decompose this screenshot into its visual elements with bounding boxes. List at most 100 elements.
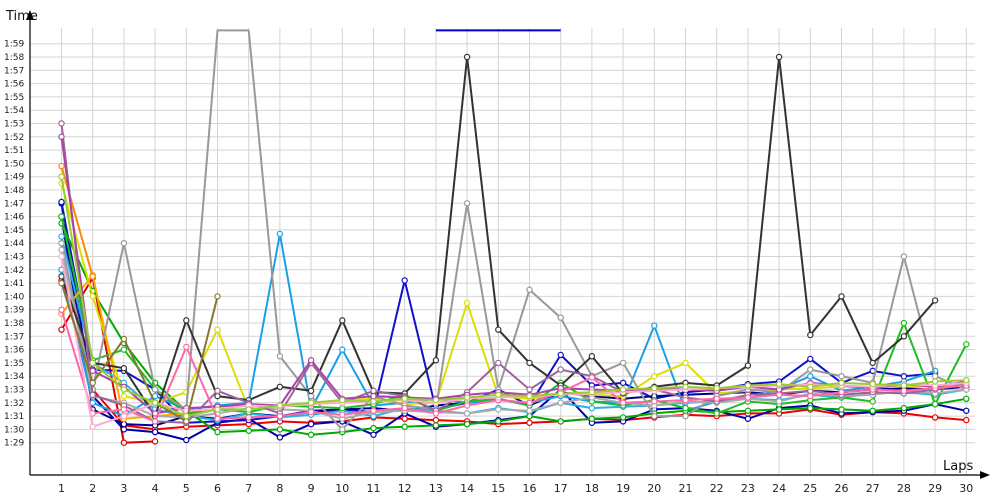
data-point	[120, 386, 128, 393]
data-point	[307, 431, 315, 438]
data-point	[89, 379, 96, 387]
data-point	[89, 367, 96, 375]
data-point	[495, 326, 502, 333]
data-point	[276, 402, 284, 409]
x-tick-label: 21	[679, 482, 693, 495]
y-tick-label: 1:57	[4, 66, 24, 76]
data-point	[713, 395, 720, 403]
data-point	[151, 399, 159, 406]
data-point	[869, 380, 876, 388]
data-point	[245, 406, 252, 413]
data-point	[276, 230, 284, 238]
data-point	[588, 404, 596, 412]
x-tick-label: 28	[897, 482, 911, 495]
data-point	[807, 383, 814, 391]
y-tick-label: 1:30	[4, 425, 24, 435]
data-point	[276, 426, 284, 433]
data-point	[838, 388, 845, 396]
data-point	[339, 404, 346, 412]
data-point	[401, 423, 408, 430]
data-point	[58, 306, 65, 313]
x-tick-label: 26	[835, 482, 849, 495]
data-point	[900, 382, 908, 389]
data-point	[526, 359, 533, 367]
data-point	[931, 414, 939, 421]
data-point	[276, 434, 284, 441]
data-point	[463, 53, 471, 61]
data-point	[931, 400, 939, 408]
data-point	[557, 418, 564, 425]
data-point	[245, 427, 252, 434]
series-line	[60, 282, 219, 423]
data-point	[58, 133, 65, 140]
series-line	[60, 309, 967, 423]
data-point	[526, 286, 533, 293]
y-tick-label: 1:33	[4, 386, 24, 396]
y-axis-arrow	[26, 10, 34, 20]
data-point	[120, 439, 128, 446]
data-point	[463, 299, 471, 307]
data-point	[276, 353, 284, 360]
data-point	[183, 412, 190, 420]
series-11	[58, 162, 96, 280]
y-tick-label: 1:35	[4, 359, 24, 369]
data-point	[900, 319, 908, 327]
data-point	[120, 426, 128, 433]
y-tick-label: 1:50	[4, 159, 24, 169]
y-tick-label: 1:59	[4, 40, 24, 50]
data-point	[370, 387, 377, 395]
data-point	[370, 398, 377, 405]
x-tick-label: 22	[710, 482, 724, 495]
data-point	[339, 426, 346, 433]
data-point	[401, 404, 408, 412]
data-point	[557, 390, 564, 397]
data-point	[151, 386, 159, 393]
data-point	[339, 317, 346, 324]
data-point	[120, 365, 128, 372]
x-tick-label: 9	[308, 482, 315, 495]
y-tick-label: 1:58	[4, 53, 24, 63]
data-point	[651, 384, 658, 392]
data-point	[214, 406, 221, 413]
data-point	[307, 408, 315, 416]
data-point	[963, 376, 970, 384]
data-point	[183, 343, 190, 351]
data-point	[807, 373, 814, 380]
data-point	[370, 407, 377, 414]
data-point	[58, 213, 65, 220]
x-tick-label: 20	[647, 482, 661, 495]
x-tick-label: 10	[335, 482, 349, 495]
data-point	[526, 412, 533, 420]
x-tick-label: 4	[152, 482, 159, 495]
x-tick-label: 19	[616, 482, 630, 495]
data-point	[463, 420, 471, 428]
data-point	[89, 423, 96, 430]
data-point	[495, 418, 502, 425]
data-point	[588, 388, 596, 396]
data-point	[495, 406, 502, 413]
data-point	[651, 412, 658, 420]
data-point	[807, 404, 814, 412]
y-tick-label: 1:32	[4, 399, 24, 409]
data-point	[339, 346, 346, 353]
data-point	[120, 406, 128, 413]
data-point	[744, 394, 752, 401]
data-point	[931, 373, 939, 380]
y-tick-label: 1:52	[4, 133, 24, 143]
data-point	[557, 314, 564, 321]
data-point	[526, 392, 533, 400]
data-point	[775, 398, 783, 405]
x-tick-label: 12	[398, 482, 412, 495]
y-tick-label: 1:43	[4, 253, 24, 263]
data-point	[307, 357, 315, 364]
data-point	[58, 246, 65, 254]
data-point	[120, 392, 128, 400]
data-point	[775, 53, 783, 61]
data-point	[463, 200, 471, 207]
x-tick-label: 25	[803, 482, 817, 495]
data-point	[58, 233, 65, 240]
x-tick-label: 15	[491, 482, 505, 495]
data-point	[183, 418, 190, 425]
data-point	[526, 419, 533, 426]
